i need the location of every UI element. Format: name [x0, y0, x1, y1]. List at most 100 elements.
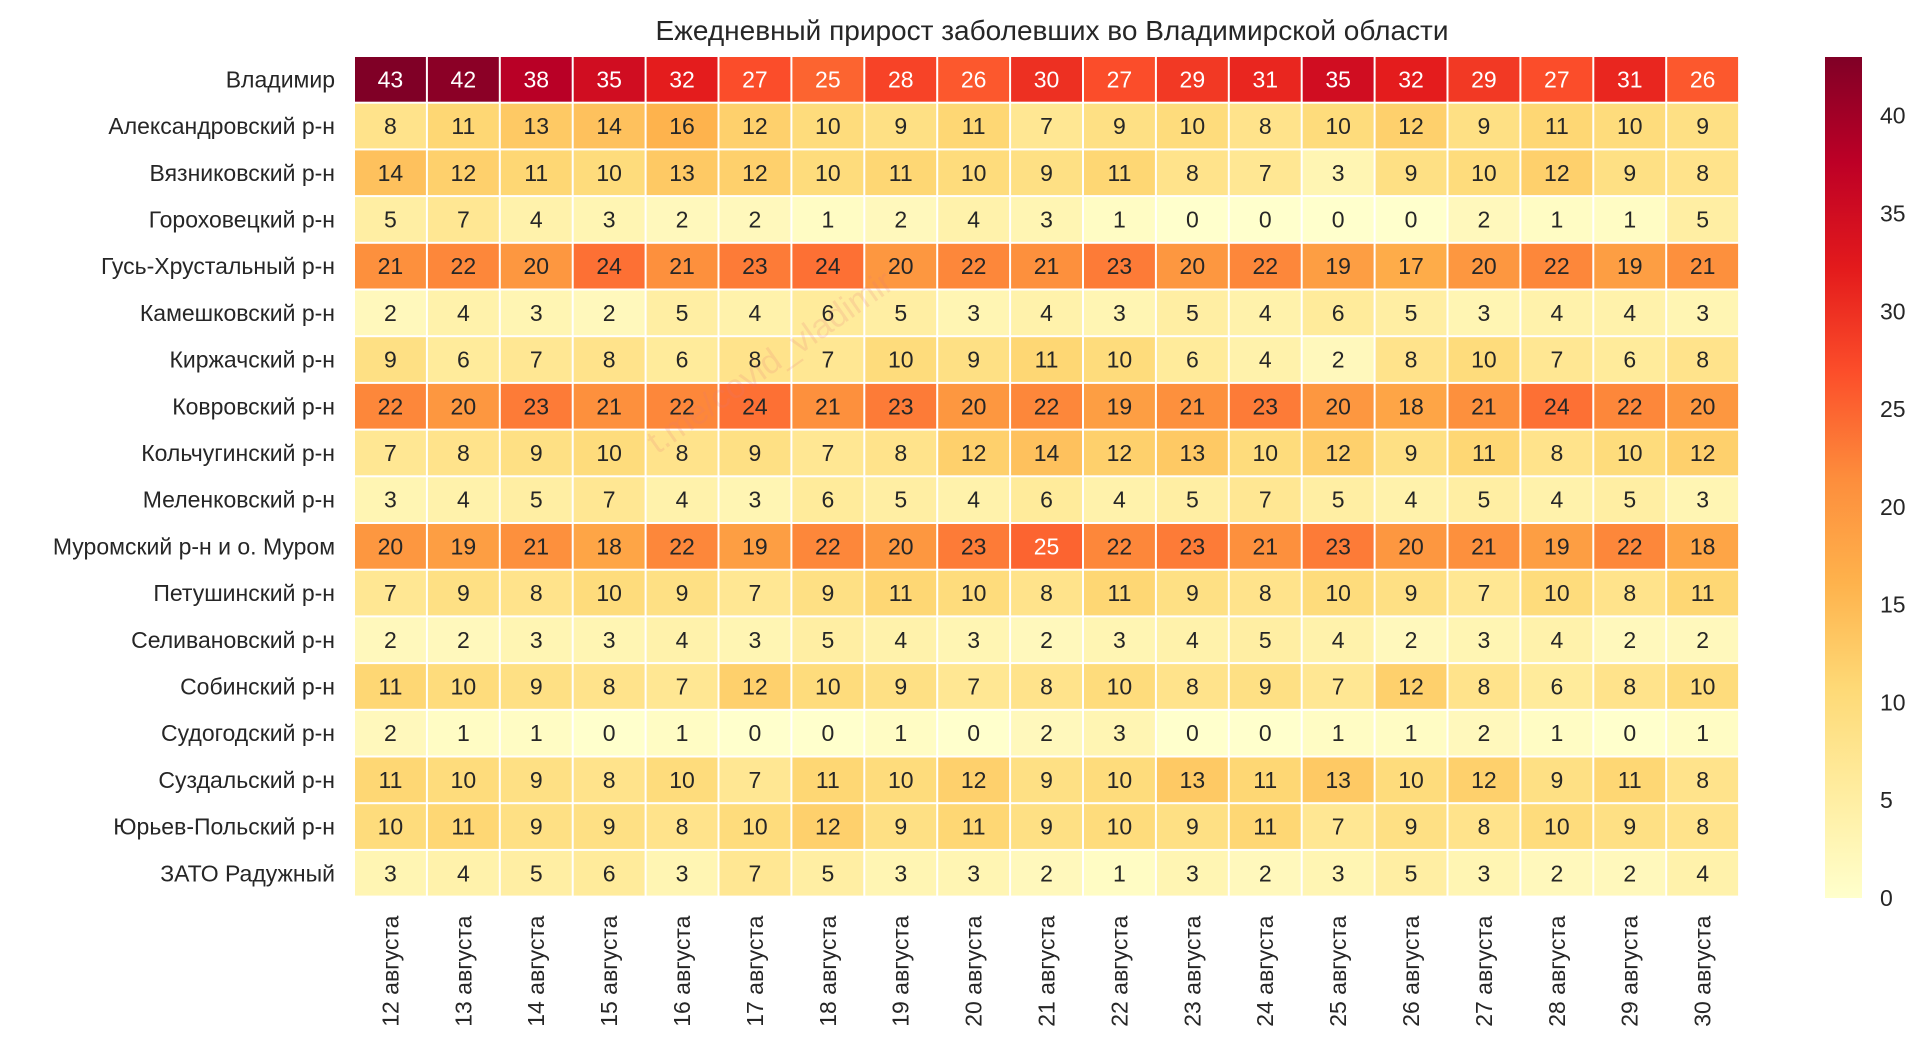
- cell-value-label: 0: [603, 720, 616, 746]
- cell-value-label: 20: [1180, 253, 1206, 279]
- heatmap-cell: [1156, 570, 1228, 616]
- cell-value-label: 5: [1623, 487, 1636, 513]
- heatmap-cell: [646, 477, 718, 522]
- cell-value-label: 12: [1544, 160, 1570, 186]
- cell-value-label: 26: [1690, 66, 1716, 92]
- heatmap-cell: [1229, 430, 1301, 476]
- heatmap-cell: [1448, 243, 1520, 289]
- cell-value-label: 7: [821, 440, 834, 466]
- heatmap-cell: [1084, 664, 1155, 709]
- cell-value-label: 11: [889, 160, 913, 186]
- column-label: 15 августа: [596, 915, 622, 1026]
- cell-value-label: 12: [742, 113, 768, 139]
- heatmap-cell: [792, 477, 864, 522]
- heatmap-cell: [792, 57, 864, 102]
- heatmap-cell: [1302, 850, 1374, 896]
- heatmap-cell-labels: 43 42 38 35 32 27 25 28 26 30 27 29 31 35 32 29 27 31 268 1…: [378, 66, 1716, 886]
- heatmap-cell: [1156, 57, 1228, 102]
- cell-value-label: 3: [967, 300, 980, 326]
- cell-value-label: 10: [815, 113, 841, 139]
- cell-value-label: 42: [451, 66, 477, 92]
- heatmap-cell: [500, 383, 572, 429]
- cell-value-label: 6: [821, 300, 834, 326]
- heatmap-cell: [1229, 477, 1301, 522]
- heatmap-cell: [1448, 477, 1520, 522]
- cell-value-label: 4: [676, 627, 689, 653]
- heatmap-cell: [938, 617, 1010, 663]
- cell-value-label: 11: [451, 113, 475, 139]
- cell-value-label: 2: [1478, 720, 1491, 746]
- heatmap-cell: [719, 197, 791, 242]
- cell-value-label: 10: [815, 673, 841, 699]
- heatmap-cell: [1594, 383, 1666, 429]
- heatmap-cell: [1448, 197, 1520, 242]
- cell-value-label: 9: [1623, 160, 1636, 186]
- cell-value-label: 9: [530, 814, 543, 840]
- heatmap-cell: [573, 570, 645, 616]
- heatmap-cell: [1667, 757, 1739, 803]
- cell-value-label: 1: [821, 206, 834, 232]
- heatmap-cell: [1229, 383, 1301, 429]
- heatmap-cell: [1229, 57, 1301, 102]
- heatmap-cell: [427, 804, 499, 849]
- cell-value-label: 10: [1690, 673, 1716, 699]
- heatmap-cell: [500, 757, 572, 803]
- heatmap-cell: [1448, 804, 1520, 849]
- cell-value-label: 8: [384, 113, 397, 139]
- cell-value-label: 7: [384, 580, 397, 606]
- heatmap-cell: [573, 243, 645, 289]
- heatmap-cell: [573, 477, 645, 522]
- cell-value-label: 9: [1696, 113, 1709, 139]
- cell-value-label: 24: [596, 253, 622, 279]
- cell-value-label: 7: [530, 347, 543, 373]
- cell-value-label: 11: [379, 673, 403, 699]
- cell-value-label: 8: [1550, 440, 1563, 466]
- cell-value-label: 11: [524, 160, 548, 186]
- heatmap-cell: [1156, 524, 1228, 569]
- cell-value-label: 10: [1325, 113, 1351, 139]
- heatmap-cell: [573, 103, 645, 149]
- heatmap-cell: [1521, 290, 1593, 336]
- heatmap-cell: [500, 57, 572, 102]
- heatmap-cell: [573, 710, 645, 756]
- cell-value-label: 2: [603, 300, 616, 326]
- heatmap-cell: [646, 383, 718, 429]
- column-label: 22 августа: [1106, 915, 1132, 1026]
- colorbar-tick-label: 5: [1880, 787, 1893, 813]
- cell-value-label: 8: [603, 347, 616, 373]
- cell-value-label: 7: [1550, 347, 1563, 373]
- heatmap-cell: [719, 664, 791, 709]
- cell-value-label: 5: [530, 487, 543, 513]
- cell-value-label: 7: [1332, 673, 1345, 699]
- cell-value-label: 9: [894, 814, 907, 840]
- row-label: Меленковский р-н: [143, 487, 335, 513]
- cell-value-label: 12: [742, 673, 768, 699]
- heatmap-cell: [865, 383, 937, 429]
- cell-value-label: 11: [962, 113, 986, 139]
- heatmap-cell: [500, 197, 572, 242]
- cell-value-label: 12: [451, 160, 477, 186]
- heatmap-cell: [1594, 243, 1666, 289]
- cell-value-label: 2: [384, 300, 397, 326]
- heatmap-cell: [1302, 383, 1374, 429]
- cell-value-label: 35: [1325, 66, 1351, 92]
- heatmap-cell: [1448, 757, 1520, 803]
- cell-value-label: 3: [1332, 860, 1345, 886]
- cell-value-label: 13: [1325, 767, 1351, 793]
- cell-value-label: 13: [523, 113, 549, 139]
- cell-value-label: 8: [1405, 347, 1418, 373]
- cell-value-label: 6: [603, 860, 616, 886]
- heatmap-cell: [938, 804, 1010, 849]
- heatmap-cell: [865, 524, 937, 569]
- column-label: 13 августа: [450, 915, 476, 1026]
- cell-value-label: 5: [1405, 860, 1418, 886]
- heatmap-cell: [1229, 524, 1301, 569]
- cell-value-label: 4: [894, 627, 907, 653]
- heatmap-cell: [573, 290, 645, 336]
- heatmap-cell: [719, 430, 791, 476]
- cell-value-label: 25: [815, 66, 841, 92]
- column-label: 26 августа: [1398, 915, 1424, 1026]
- cell-value-label: 2: [1696, 627, 1709, 653]
- cell-value-label: 20: [1325, 393, 1351, 419]
- heatmap-cell: [719, 57, 791, 102]
